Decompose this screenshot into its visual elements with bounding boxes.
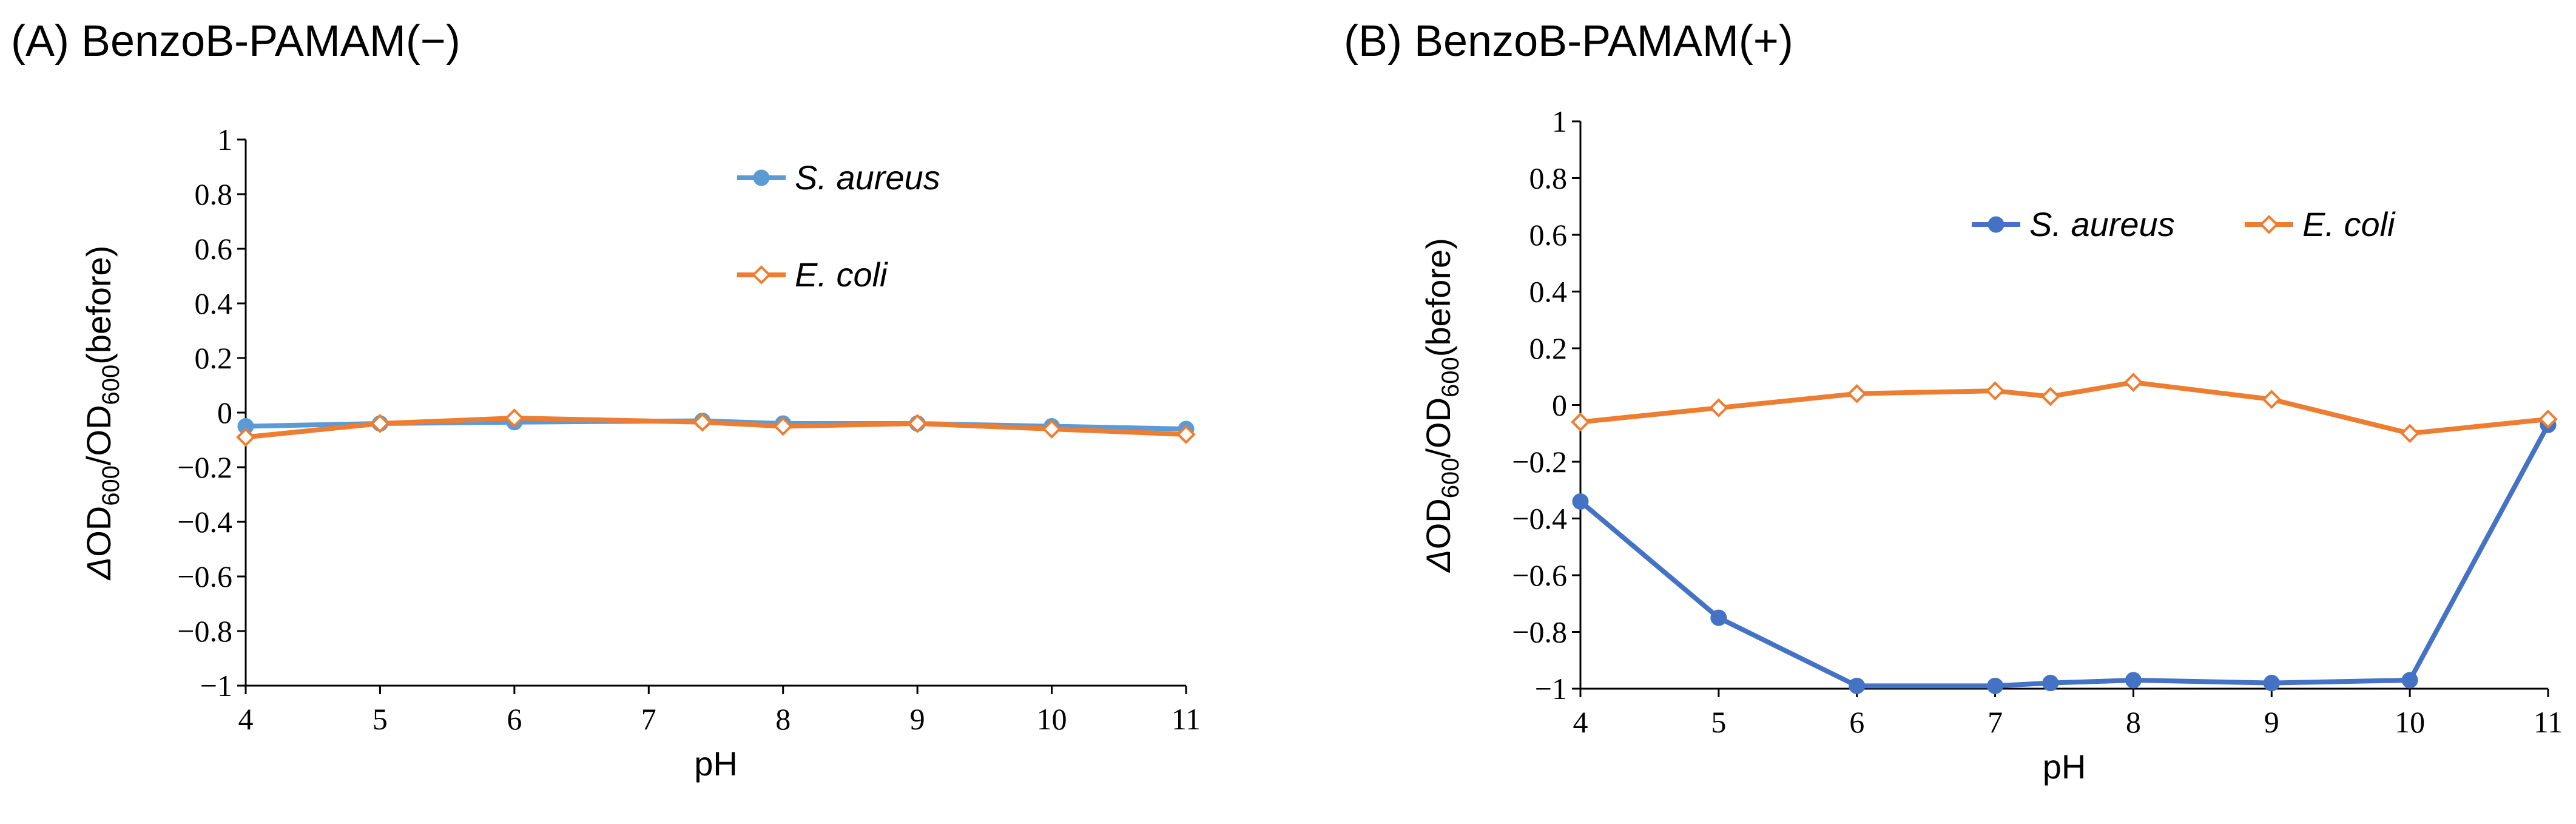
y-tick-label: −1 bbox=[1535, 672, 1567, 706]
y-tick-label: −0.4 bbox=[1512, 502, 1567, 536]
data-point bbox=[370, 414, 390, 433]
legend-label: S. aureus bbox=[795, 158, 940, 197]
legend-entry: E. coli bbox=[737, 255, 888, 294]
x-tick-label: 5 bbox=[373, 702, 388, 736]
data-point bbox=[2263, 675, 2280, 692]
x-tick-label: 10 bbox=[2395, 705, 2425, 739]
x-tick-label: 6 bbox=[1849, 705, 1864, 739]
x-tick-label: 9 bbox=[2264, 705, 2279, 739]
legend-label: E. coli bbox=[795, 255, 888, 294]
x-tick-label: 10 bbox=[1037, 702, 1067, 736]
y-tick-label: −0.6 bbox=[1512, 558, 1567, 592]
x-axis-label: pH bbox=[2043, 748, 2086, 786]
data-point bbox=[2262, 390, 2282, 409]
data-point bbox=[2538, 410, 2558, 429]
legend-label: S. aureus bbox=[2029, 205, 2175, 243]
x-tick-label: 9 bbox=[910, 702, 925, 736]
series-e-coli bbox=[1571, 373, 2558, 444]
data-point bbox=[908, 414, 927, 433]
y-tick-label: −0.2 bbox=[177, 450, 232, 484]
y-tick-label: 0 bbox=[217, 396, 232, 430]
x-axis-label: pH bbox=[694, 745, 738, 783]
data-point bbox=[693, 412, 712, 432]
series-line bbox=[1579, 424, 2551, 689]
legend-entry: E. coli bbox=[2245, 205, 2396, 243]
y-tick-label: 0.8 bbox=[1529, 161, 1568, 195]
x-tick-label: 11 bbox=[2534, 705, 2563, 739]
data-point bbox=[1571, 412, 1590, 432]
chart-title: (A) BenzoB-PAMAM(−) bbox=[11, 17, 460, 66]
legend: S. aureus E. coli bbox=[737, 158, 940, 294]
data-point bbox=[1710, 609, 1727, 626]
chart-panel-a: (A) BenzoB-PAMAM(−) 1 0.8 0.6 0.4 0.2 0 −0.2 −0.… bbox=[11, 17, 1201, 783]
y-tick-label: 0.4 bbox=[195, 286, 233, 320]
x-tick-label: 7 bbox=[641, 702, 656, 736]
data-point bbox=[2401, 672, 2418, 689]
y-tick-label: 1 bbox=[1552, 104, 1567, 138]
data-point bbox=[1849, 677, 1866, 694]
data-point bbox=[2123, 373, 2143, 392]
legend-swatch-marker bbox=[1988, 216, 2004, 233]
y-axis-label: ΔOD600/OD600(before) bbox=[79, 246, 124, 581]
y-tick-label: 0.4 bbox=[1529, 275, 1568, 309]
data-point bbox=[1985, 381, 2005, 400]
y-tick-label: 0.2 bbox=[195, 341, 233, 375]
chart-title: (B) BenzoB-PAMAM(+) bbox=[1344, 17, 1793, 66]
legend-entry: S. aureus bbox=[737, 158, 940, 197]
data-point bbox=[1042, 419, 1062, 439]
data-point bbox=[1176, 425, 1196, 444]
data-point bbox=[2400, 424, 2419, 444]
data-point bbox=[505, 408, 524, 428]
x-tick-label: 4 bbox=[238, 702, 254, 736]
legend-entry: S. aureus bbox=[1972, 205, 2175, 243]
data-point bbox=[1572, 493, 1589, 510]
data-point bbox=[2042, 675, 2059, 692]
x-tick-label: 8 bbox=[775, 702, 791, 736]
x-tick-label: 11 bbox=[1172, 702, 1201, 736]
data-point bbox=[2125, 672, 2142, 689]
y-tick-label: −1 bbox=[200, 669, 232, 703]
y-tick-label: −0.8 bbox=[177, 614, 232, 648]
x-tick-label: 7 bbox=[1988, 705, 2003, 739]
series-e-coli bbox=[236, 408, 1196, 447]
series-s-aureus bbox=[1572, 416, 2557, 694]
legend-swatch-marker bbox=[752, 265, 771, 285]
data-point bbox=[2040, 387, 2060, 407]
data-point bbox=[773, 416, 793, 436]
y-tick-label: −0.4 bbox=[177, 505, 232, 539]
y-tick-label: 1 bbox=[217, 123, 232, 157]
y-tick-label: −0.6 bbox=[177, 559, 232, 593]
legend-label: E. coli bbox=[2302, 205, 2396, 243]
y-tick-label: 0.8 bbox=[195, 177, 233, 211]
legend-swatch-marker bbox=[2259, 215, 2279, 234]
x-tick-label: 4 bbox=[1573, 705, 1588, 739]
data-point bbox=[236, 427, 255, 447]
y-tick-label: 0.6 bbox=[195, 232, 233, 266]
x-tick-label: 8 bbox=[2126, 705, 2141, 739]
x-tick-label: 5 bbox=[1711, 705, 1726, 739]
y-tick-label: 0.2 bbox=[1529, 331, 1568, 365]
y-axis-label: ΔOD600/OD600(before) bbox=[1419, 238, 1464, 573]
legend: S. aureus E. coli bbox=[1972, 205, 2396, 243]
y-tick-label: 0.6 bbox=[1529, 218, 1568, 252]
y-tick-label: −0.2 bbox=[1512, 445, 1567, 479]
data-point bbox=[1847, 383, 1867, 404]
data-point bbox=[1987, 677, 2004, 694]
series-line bbox=[245, 416, 1187, 440]
legend-swatch-marker bbox=[753, 169, 770, 186]
data-point bbox=[1709, 398, 1728, 418]
chart-panel-b: (B) BenzoB-PAMAM(+) 1 0.8 0.6 0.4 0.2 0 −0.2 −0.… bbox=[1344, 17, 2563, 786]
x-tick-label: 6 bbox=[507, 702, 522, 736]
y-tick-label: 0 bbox=[1552, 388, 1567, 422]
y-tick-label: −0.8 bbox=[1512, 615, 1567, 649]
